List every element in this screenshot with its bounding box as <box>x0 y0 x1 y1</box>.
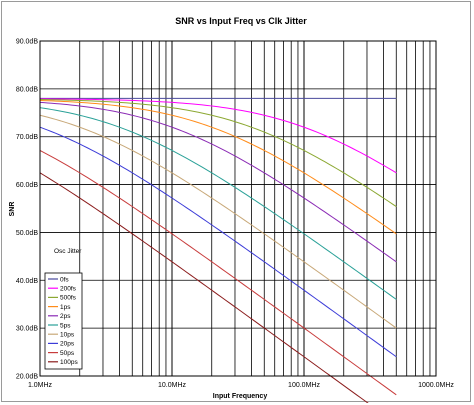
legend-entry: 100ps <box>60 359 78 366</box>
legend-title: Osc Jitter <box>54 248 82 255</box>
legend-entry: 0fs <box>60 276 69 283</box>
y-tick-labels: 20.0dB 30.0dB 40.0dB 50.0dB 60.0dB 70.0dB 80.0… <box>16 39 39 381</box>
legend-entry: 200fs <box>60 286 77 293</box>
y-tick-label: 80.0dB <box>16 86 39 93</box>
series-line-2ps <box>39 101 397 263</box>
series-line-500fs <box>39 98 397 207</box>
x-tick-label: 1000.0MHz <box>418 382 454 389</box>
x-tick-label: 1.0MHz <box>28 382 53 389</box>
y-tick-label: 40.0dB <box>16 278 39 285</box>
x-tick-label: 100.0MHz <box>288 382 320 389</box>
series-line-10ps <box>39 114 397 329</box>
y-tick-label: 90.0dB <box>16 39 39 46</box>
series-line-20ps <box>39 126 397 358</box>
legend-entry: 1ps <box>60 304 71 311</box>
series-line-50ps <box>39 150 397 396</box>
legend-entry: 50ps <box>60 350 75 357</box>
y-tick-label: 60.0dB <box>16 182 39 189</box>
series-line-1ps <box>39 99 397 235</box>
x-tick-labels: 1.0MHz 10.0MHz 100.0MHz 1000.0MHz <box>28 382 454 389</box>
x-tick-label: 10.0MHz <box>158 382 187 389</box>
x-axis-label: Input Frequency <box>213 393 268 400</box>
plot-border <box>39 40 437 377</box>
y-tick-label: 50.0dB <box>16 230 39 237</box>
legend-entry: 2ps <box>60 313 71 320</box>
y-tick-label: 30.0dB <box>16 326 39 333</box>
legend-entry: 500fs <box>60 295 77 302</box>
legend-entry: 20ps <box>60 341 75 348</box>
series-line-200fs <box>39 98 397 174</box>
y-tick-label: 70.0dB <box>16 134 39 141</box>
legend-entry: 5ps <box>60 322 71 329</box>
grid <box>40 41 436 376</box>
series-line-100ps <box>39 172 369 403</box>
series-line-5ps <box>39 107 397 300</box>
legend-entry: 10ps <box>60 332 75 339</box>
chart-title: SNR vs Input Freq vs Clk Jitter <box>175 16 307 26</box>
series-lines <box>39 97 397 403</box>
legend: 0fs 200fs 500fs 1ps 2ps 5ps 10ps 20ps 50ps 100ps <box>44 272 83 370</box>
y-tick-label: 20.0dB <box>16 374 39 381</box>
y-axis-label: SNR <box>9 202 16 217</box>
